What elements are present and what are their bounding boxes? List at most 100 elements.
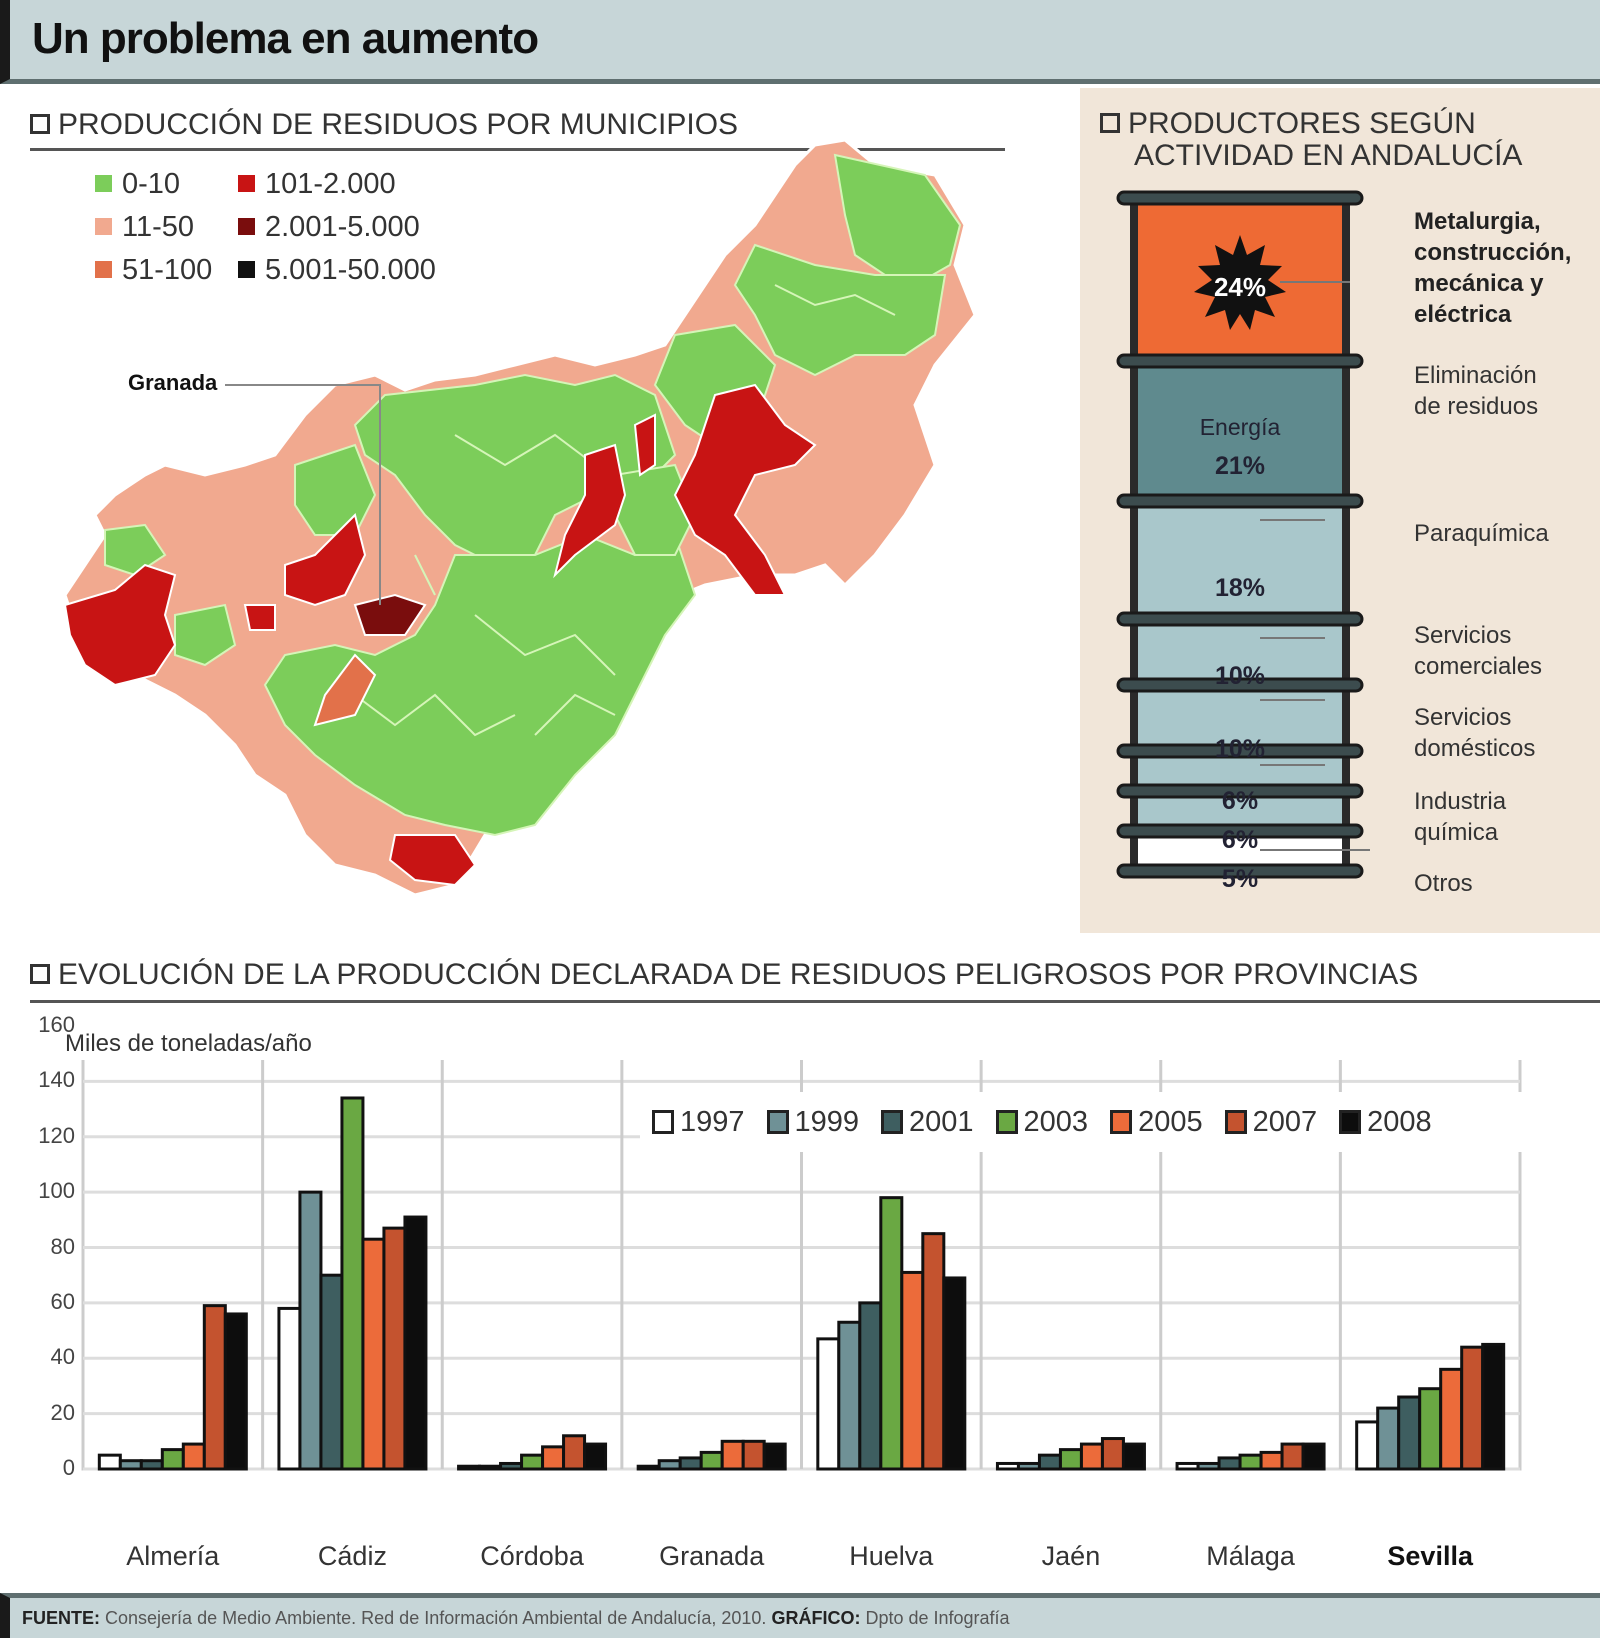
bar: [1481, 1342, 1506, 1471]
y-tick-label: 100: [38, 1178, 75, 1204]
legend-swatch: [238, 175, 255, 192]
category-label: Cádiz: [317, 1541, 387, 1571]
y-tick-label: 0: [62, 1455, 75, 1480]
legend-item-2005: 2005: [1110, 1106, 1203, 1139]
legend-swatch: [881, 1110, 904, 1134]
y-tick-label: 140: [38, 1067, 75, 1093]
legend-swatch: [1224, 1110, 1247, 1134]
barrel-chart: [1116, 190, 1370, 879]
bar: [1460, 1345, 1485, 1471]
bar: [678, 1456, 703, 1471]
bar: [277, 1306, 302, 1471]
bar: [995, 1461, 1020, 1471]
segment-pct-paraquimica: 18%: [1214, 574, 1266, 602]
bar: [139, 1459, 164, 1471]
bar: [921, 1232, 946, 1471]
segment-pct-otros: 5%: [1221, 865, 1259, 893]
y-tick-label: 60: [50, 1288, 75, 1314]
category-label: Almería: [126, 1541, 220, 1571]
bar: [1121, 1442, 1146, 1471]
bar: [1037, 1453, 1062, 1471]
label-serv-dom: Servicios domésticos: [1414, 704, 1536, 762]
bar: [741, 1439, 766, 1471]
bar: [298, 1190, 323, 1471]
bar: [1397, 1395, 1422, 1471]
legend-item: 5.001-50.000: [238, 254, 436, 287]
segment-pct-serv-com: 10%: [1214, 662, 1266, 690]
category-label: Córdoba: [480, 1541, 584, 1571]
segment-pct-metalurgia: 24%: [1213, 272, 1267, 302]
bar: [942, 1276, 967, 1471]
bar: [1418, 1387, 1443, 1471]
bar: [1238, 1453, 1263, 1471]
bar: [1100, 1437, 1125, 1471]
bar: [1439, 1367, 1464, 1471]
legend-item: 2.001-5.000: [238, 211, 420, 244]
y-tick-label: 80: [50, 1233, 75, 1259]
bar: [340, 1096, 365, 1471]
bar: [699, 1450, 724, 1471]
legend-item-2001: 2001: [881, 1106, 974, 1139]
y-tick-label: 160: [38, 1012, 75, 1037]
bar: [879, 1196, 904, 1471]
bar: [1217, 1456, 1242, 1471]
bar: [1079, 1442, 1104, 1471]
bar: [1301, 1442, 1326, 1471]
bar: [403, 1215, 428, 1471]
legend-item-1997: 1997: [652, 1106, 745, 1139]
label-paraquimica: Paraquímica: [1414, 520, 1549, 547]
y-axis-label: Miles de toneladas/año: [65, 1030, 312, 1057]
bar: [382, 1226, 407, 1471]
legend-swatch: [95, 261, 112, 278]
label-otros: Otros: [1414, 870, 1473, 897]
legend-swatch: [652, 1110, 674, 1134]
y-tick-label: 120: [38, 1122, 75, 1148]
bar: [118, 1459, 143, 1471]
bar: [1175, 1461, 1200, 1471]
y-tick-label: 20: [50, 1399, 75, 1425]
bar: [160, 1448, 185, 1471]
bar: [1058, 1448, 1083, 1471]
category-label: Málaga: [1206, 1541, 1295, 1571]
label-eliminacion: Eliminación de residuos: [1414, 362, 1539, 420]
barrel-section-title: PRODUCTORES SEGÚN ACTIVIDAD EN ANDALUCÍA: [1100, 108, 1522, 172]
bar: [562, 1434, 587, 1471]
bar: [1016, 1461, 1041, 1471]
bar: [762, 1442, 787, 1471]
bar: [541, 1445, 566, 1471]
bar: [457, 1464, 482, 1471]
bar: [858, 1301, 883, 1471]
legend-swatch: [1110, 1110, 1133, 1134]
bar-chart-legend: 1997 1999 2001 2003 2005 2007 2008: [640, 1092, 1570, 1152]
page-title: Un problema en aumento: [32, 14, 539, 63]
segment-pct-ind-quim-1: 6%: [1221, 787, 1259, 815]
bar: [1376, 1406, 1401, 1471]
legend-swatch: [995, 1110, 1018, 1134]
label-ind-quim: Industria química: [1414, 788, 1507, 846]
legend-swatch: [95, 175, 112, 192]
category-label: Jaén: [1041, 1541, 1101, 1571]
legend-swatch: [238, 261, 255, 278]
segment-pct-ind-quim-2: 6%: [1221, 826, 1259, 854]
bar: [720, 1439, 745, 1471]
legend-item-2007: 2007: [1224, 1106, 1317, 1139]
bar: [657, 1459, 682, 1471]
label-serv-com: Servicios comerciales: [1414, 622, 1543, 680]
y-tick-label: 40: [50, 1344, 75, 1370]
legend-item-2008: 2008: [1339, 1106, 1432, 1139]
legend-swatch: [1339, 1110, 1362, 1134]
section-box-icon: [1100, 113, 1120, 133]
bar: [202, 1304, 227, 1471]
bar: [361, 1237, 386, 1471]
granada-city-label: Granada: [128, 370, 218, 395]
bar: [319, 1273, 344, 1471]
legend-swatch: [766, 1110, 789, 1134]
title-bar: Un problema en aumento: [0, 0, 1600, 84]
divider: [30, 1000, 1600, 1003]
bar: [900, 1270, 925, 1471]
bar: [1196, 1461, 1221, 1471]
bar: [97, 1453, 122, 1471]
category-label: Granada: [659, 1541, 765, 1571]
segment-pct-energia: 21%: [1214, 452, 1266, 480]
legend-item-1999: 1999: [766, 1106, 859, 1139]
